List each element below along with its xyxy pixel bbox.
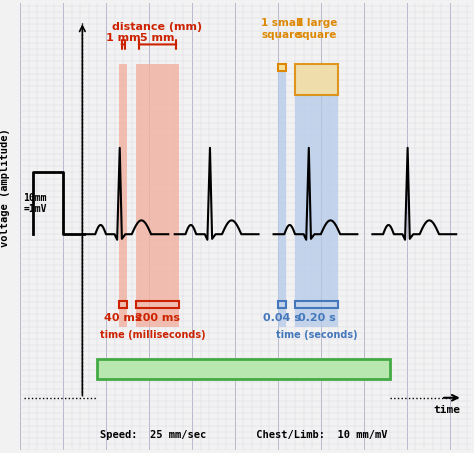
- Text: Speed:  25 mm/sec        Chest/Limb:  10 mm/mV: Speed: 25 mm/sec Chest/Limb: 10 mm/mV: [100, 430, 387, 440]
- Bar: [278, 64, 286, 327]
- Text: time (milliseconds): time (milliseconds): [100, 330, 206, 340]
- Bar: [136, 64, 179, 327]
- Bar: [295, 64, 338, 95]
- Text: time (seconds): time (seconds): [276, 330, 357, 340]
- Text: 200 ms: 200 ms: [135, 313, 180, 323]
- Text: 40 ms: 40 ms: [104, 313, 142, 323]
- Text: voltage (amplitude): voltage (amplitude): [0, 129, 10, 247]
- Bar: [278, 64, 286, 71]
- Text: time: time: [434, 405, 460, 415]
- Text: distance (mm): distance (mm): [112, 23, 202, 33]
- Text: 5 mm: 5 mm: [140, 33, 175, 43]
- Bar: [97, 359, 390, 379]
- Bar: [119, 300, 128, 308]
- Text: 1 small
square: 1 small square: [261, 18, 303, 40]
- Bar: [278, 300, 286, 308]
- Text: 0.04 s: 0.04 s: [263, 313, 301, 323]
- Bar: [136, 300, 179, 308]
- Bar: [119, 64, 128, 327]
- Bar: [295, 300, 338, 308]
- Text: 1 large
square: 1 large square: [296, 18, 337, 40]
- Text: 25mm = 1000ms = 1 second: 25mm = 1000ms = 1 second: [154, 363, 334, 376]
- Text: 1 mm: 1 mm: [106, 33, 140, 43]
- Text: 0.20 s: 0.20 s: [298, 313, 336, 323]
- Text: 10mm
=1mV: 10mm =1mV: [24, 193, 47, 214]
- Bar: [295, 64, 338, 327]
